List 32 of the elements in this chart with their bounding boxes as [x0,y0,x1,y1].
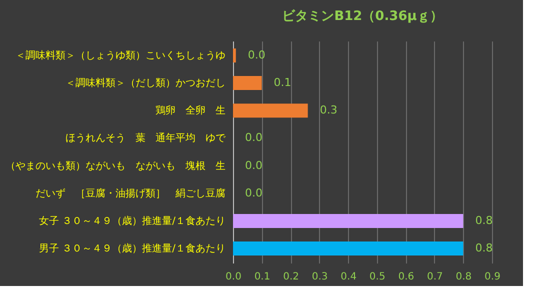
data-label: 0.0 [245,158,262,172]
x-tick-label: 0.9 [484,272,500,282]
data-label: 0.8 [475,242,493,255]
data-label: 0.0 [248,48,266,62]
data-label: 0.8 [475,214,493,227]
x-tick-label: 0.3 [312,272,328,282]
y-tick-label: ＜調味料類＞（だし類）かつおだし [66,77,226,90]
x-tick-label: 0.0 [226,272,242,282]
bar [233,76,262,90]
data-label: 0.0 [245,131,262,144]
x-tick-label: 0.2 [283,272,300,282]
data-label: 0.3 [320,104,338,117]
bar [233,242,464,256]
x-tick-label: 0.6 [398,272,414,282]
data-label: 0.1 [274,76,292,90]
data-label: 0.0 [245,186,262,200]
x-tick-label: 0.5 [369,272,386,282]
x-tick-label: 0.7 [426,272,443,282]
y-tick-label: ＜調味料類＞（しょうゆ類）こいくちしょうゆ [16,49,226,62]
x-tick-label: 0.4 [340,272,357,282]
y-tick-label: （やまのいも類）ながいも ながいも 塊根 生 [6,160,226,172]
y-tick-label: だいず ［豆腐・油揚げ類］ 絹ごし豆腐 [36,187,226,200]
x-tick-label: 0.8 [456,272,472,282]
y-tick-label: 女子 ３０～４９（歳）推進量/１食あたり [38,214,226,227]
x-tick-label: 0.1 [254,272,270,282]
y-tick-label: 男子 ３０～４９（歳）推進量/１食あたり [38,242,226,255]
chart-title: ビタミンB12（0.36μｇ） [282,9,443,24]
bar [233,48,236,62]
bar [233,104,308,118]
y-tick-label: 鶏卵 全卵 生 [156,104,226,117]
y-tick-label: ほうれんそう 葉 通年平均 ゆで [66,132,226,144]
bar [233,214,464,228]
